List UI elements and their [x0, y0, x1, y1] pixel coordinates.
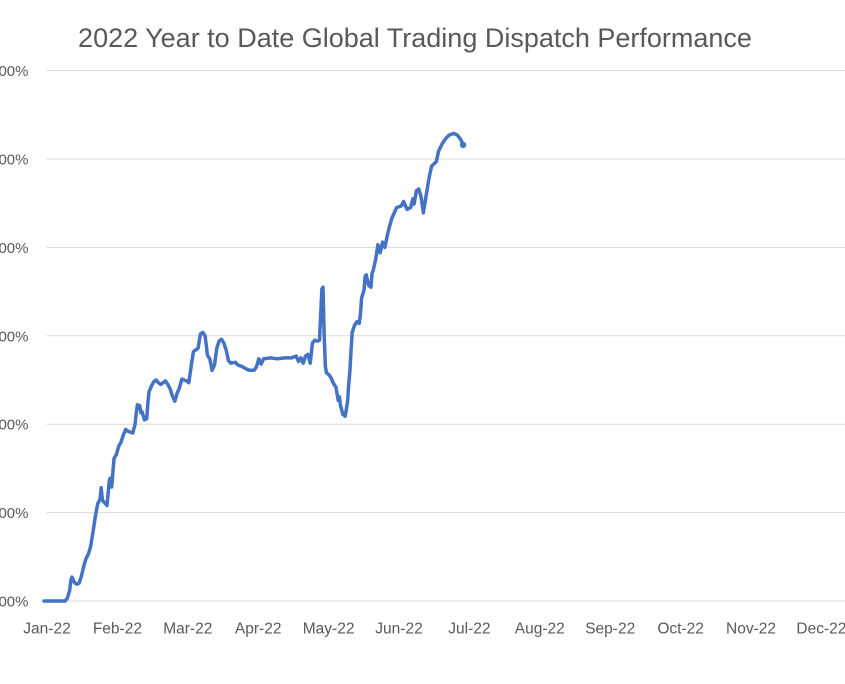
x-axis-tick-label: Mar-22: [163, 621, 212, 638]
x-axis-tick-label: Jan-22: [23, 621, 70, 638]
x-axis-tick-label: Dec-22: [796, 621, 845, 638]
x-axis-tick-label: Sep-22: [585, 621, 635, 638]
chart-title: 2022 Year to Date Global Trading Dispatc…: [78, 23, 752, 53]
x-axis-tick-label: Apr-22: [235, 621, 282, 638]
performance-line: [42, 131, 465, 603]
y-axis-tick-label: 700%: [0, 63, 29, 80]
y-axis-tick-label: 200%: [0, 505, 29, 522]
y-axis-tick-label: 300%: [0, 417, 29, 434]
x-axis-tick-label: Feb-22: [93, 621, 142, 638]
x-axis-tick-label: Aug-22: [515, 621, 565, 638]
x-axis-tick-label: May-22: [303, 621, 355, 638]
y-axis-tick-label: 500%: [0, 240, 29, 257]
x-axis-tick-label: Jun-22: [375, 621, 422, 638]
y-axis-tick-label: 600%: [0, 152, 29, 169]
y-axis-tick-label: 400%: [0, 328, 29, 345]
x-axis-tick-label: Jul-22: [448, 621, 490, 638]
x-axis-tick-label: Oct-22: [657, 621, 704, 638]
x-axis-tick-label: Nov-22: [726, 621, 776, 638]
series-end-marker: [459, 141, 467, 149]
y-axis-tick-label: 100%: [0, 594, 29, 611]
